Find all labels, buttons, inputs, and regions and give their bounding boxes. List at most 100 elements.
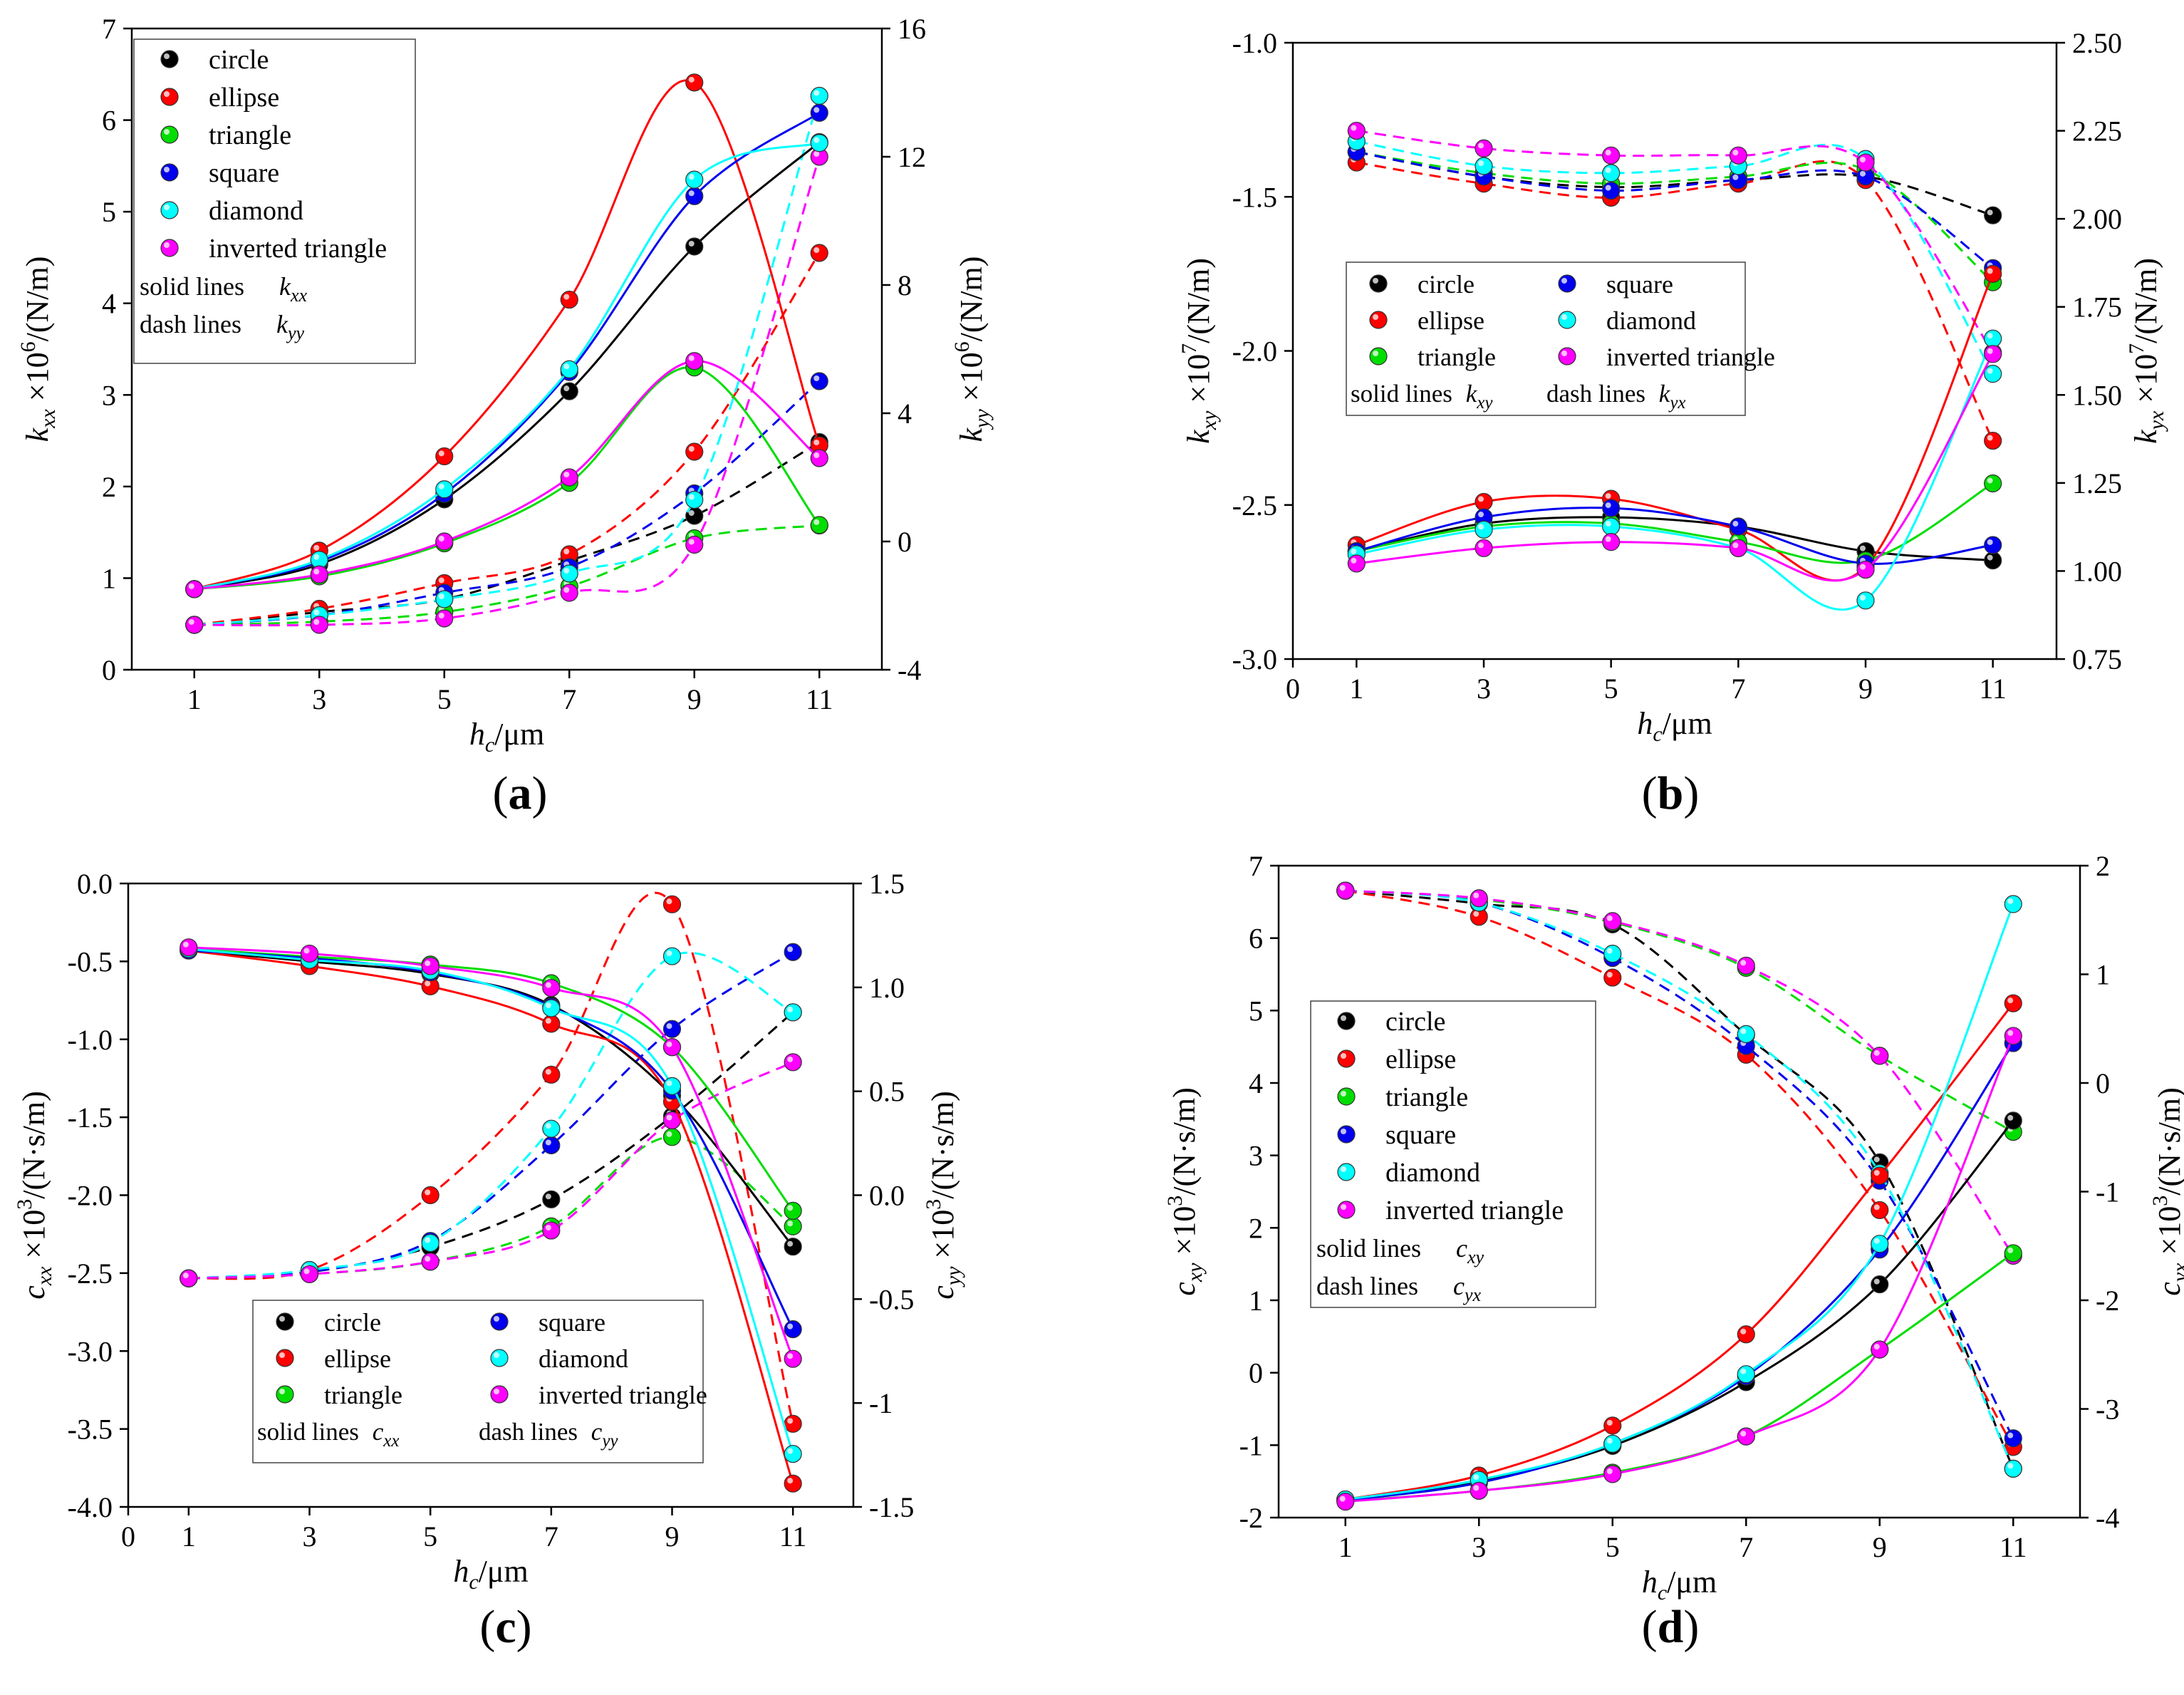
y-left-tick-label: 3 [1249, 1140, 1263, 1172]
solid-line-circle [188, 949, 794, 1248]
legend-marker [160, 88, 179, 106]
legend-marker [490, 1385, 509, 1404]
legend-item-triangle: triangle [276, 1381, 402, 1409]
y-right-tick-label: 1.5 [869, 868, 905, 900]
data-point-solid-inverted-triangle [1871, 1340, 1889, 1359]
x-tick-label: 1 [1349, 673, 1363, 705]
data-point-solid-diamond [810, 134, 828, 152]
data-point-solid-circle [1871, 1275, 1889, 1294]
data-point-solid-diamond [1475, 520, 1493, 539]
legend-label: triangle [1385, 1082, 1468, 1112]
data-point-dash-inverted-triangle [180, 1269, 198, 1287]
dash-line-inverted-triangle [188, 1061, 794, 1280]
x-axis-label: hc/μm [469, 717, 544, 757]
y-right-tick-label: 1.50 [2072, 379, 2122, 411]
legend-note-solid: solid lines cxx [257, 1418, 399, 1451]
plot-frame [130, 27, 883, 671]
x-tick-label: 0 [121, 1520, 135, 1553]
dash-line-square [194, 380, 821, 626]
data-point-dash-square [1856, 167, 1875, 186]
data-point-solid-diamond [2004, 895, 2022, 913]
data-point-solid-triangle [784, 1201, 802, 1220]
y-right-tick-label: -0.5 [869, 1283, 914, 1315]
legend-item-circle: circle [1337, 1007, 1445, 1037]
data-point-dash-square [784, 943, 802, 961]
x-axis-label: hc/μm [453, 1554, 528, 1594]
y-left-tick-label: -3.0 [1232, 643, 1277, 675]
legend-item-ellipse: ellipse [1337, 1045, 1456, 1074]
y-right-tick-label: 2.00 [2072, 203, 2122, 235]
legend-label: ellipse [1418, 306, 1484, 335]
data-point-dash-inverted-triangle [1737, 956, 1755, 975]
panel-caption: (d) [1642, 1601, 1700, 1653]
x-axis-label: hc/μm [1637, 706, 1712, 746]
legend-item-inverted-triangle: inverted triangle [1558, 343, 1775, 371]
legend-note-dash: dash lines cyx [1316, 1272, 1482, 1305]
data-point-dash-inverted-triangle [435, 609, 454, 628]
data-point-dash-circle [685, 507, 704, 525]
data-point-dash-ellipse [542, 1065, 561, 1084]
data-point-dash-ellipse [662, 895, 682, 913]
chart-panel-c: 0 1 3 5 7 9 11 -4.0 -3.5 -3.0 -2.5 -2.0 -1.5 -1.0 -0.5… [13, 868, 965, 1653]
y-left-tick-label: -1 [1239, 1429, 1263, 1461]
x-tick-label: 9 [1858, 673, 1873, 705]
legend-label: triangle [209, 120, 291, 150]
y-left-tick-label: 4 [102, 288, 116, 320]
data-point-solid-inverted-triangle [1347, 554, 1366, 573]
data-point-dash-inverted-triangle [1336, 881, 1355, 900]
y-right-tick-label: 8 [898, 269, 912, 301]
y-right-axis-label: kyy ×106/(N/m) [950, 256, 994, 442]
data-point-solid-square [1729, 517, 1747, 536]
legend-item-triangle: triangle [1337, 1082, 1468, 1112]
y-right-tick-label: 2 [2096, 850, 2110, 882]
data-point-solid-inverted-triangle [421, 957, 440, 975]
legend: circle ellipse triangle square diamond invert… [133, 38, 416, 364]
data-point-dash-diamond [1602, 164, 1621, 182]
solid-line-inverted-triangle [194, 360, 821, 591]
x-tick-label: 5 [1606, 1531, 1620, 1563]
legend-marker [1369, 274, 1388, 293]
data-point-solid-inverted-triangle [685, 352, 704, 370]
data-point-dash-ellipse [560, 545, 578, 564]
data-point-dash-ellipse [1603, 968, 1622, 987]
y-left-tick-label: -4.0 [68, 1491, 113, 1523]
legend-item-ellipse: ellipse [160, 83, 279, 113]
y-right-tick-label: 2.25 [2072, 115, 2122, 147]
y-right-tick-label: 12 [898, 141, 926, 173]
data-point-dash-inverted-triangle [685, 535, 704, 554]
legend: circle ellipse triangle square diamond invert… [1310, 1000, 1596, 1308]
y-right-tick-label: -1.5 [869, 1491, 914, 1523]
y-right-tick-label: 16 [898, 13, 926, 45]
x-tick-label: 9 [687, 683, 702, 715]
y-right-tick-label: -4 [898, 654, 921, 686]
data-point-dash-inverted-triangle [1856, 153, 1875, 172]
legend-item-circle: circle [1369, 270, 1475, 299]
x-tick-label: 11 [1979, 673, 2007, 705]
data-point-solid-diamond [1603, 1434, 1622, 1453]
data-point-dash-inverted-triangle [300, 1265, 319, 1283]
data-point-dash-circle [542, 1190, 561, 1208]
y-left-axis-label: kxx ×106/(N/m) [16, 256, 60, 442]
data-point-solid-inverted-triangle [784, 1349, 802, 1368]
y-right-tick-label: 1.75 [2072, 291, 2122, 323]
x-tick-label: 3 [303, 1520, 317, 1553]
data-point-solid-ellipse [1603, 1416, 1622, 1435]
data-point-solid-inverted-triangle [435, 532, 454, 551]
legend-marker [1337, 1012, 1356, 1030]
y-right-tick-label: 1 [2096, 959, 2110, 991]
data-point-dash-circle [1984, 206, 2002, 224]
data-point-dash-inverted-triangle [1729, 146, 1747, 165]
data-point-solid-ellipse [1984, 264, 2002, 283]
legend-note-dash: dash lines kyy [140, 310, 305, 343]
y-left-tick-label: 3 [102, 379, 116, 411]
data-point-dash-inverted-triangle [421, 1253, 440, 1271]
solid-line-square [188, 949, 794, 1330]
y-right-tick-label: -1 [869, 1387, 893, 1419]
data-point-solid-square [1984, 536, 2002, 554]
y-right-tick-label: -2 [2096, 1285, 2119, 1317]
legend-label: diamond [539, 1344, 628, 1373]
legend-label: circle [324, 1308, 381, 1337]
legend-item-square: square [490, 1308, 605, 1337]
x-tick-label: 11 [806, 683, 833, 715]
data-point-dash-square [810, 372, 828, 390]
